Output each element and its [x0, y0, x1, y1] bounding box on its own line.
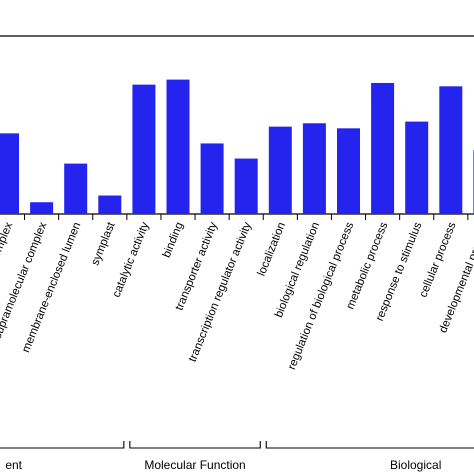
bar-6 [200, 143, 224, 214]
group-bracket-2 [265, 441, 474, 449]
bar-9 [302, 123, 326, 214]
bar-13 [439, 86, 463, 214]
bars [0, 79, 474, 215]
bar-7 [234, 158, 258, 214]
x-tick-label-0: o complex [0, 220, 15, 273]
x-tick-label-5: binding [161, 221, 186, 260]
bar-4 [132, 84, 156, 214]
x-tick-label-3: symplast [89, 220, 117, 267]
bar-1 [30, 202, 54, 214]
x-tick-label-4: catalytic activity [111, 220, 152, 299]
category-groups: ent Molecular Function Biological [0, 441, 474, 472]
bar-12 [405, 121, 429, 214]
bar-10 [337, 128, 360, 214]
bar-2 [64, 163, 88, 214]
bar-11 [371, 82, 395, 215]
group-label-1: Molecular Function [144, 458, 245, 472]
bar-0 [0, 133, 19, 214]
x-tick-label-7: transcription regulator activity [187, 220, 254, 363]
group-label-0: ent [5, 458, 22, 472]
group-label-2: Biological [390, 458, 441, 472]
x-ticks [24, 214, 469, 220]
bar-8 [268, 126, 292, 214]
x-tick-label-13: cellular process [418, 220, 459, 299]
bar-5 [166, 79, 190, 214]
group-bracket-0 [0, 441, 125, 449]
bar-3 [98, 195, 122, 214]
group-bracket-1 [129, 441, 261, 449]
x-tick-label-10: regulation of biological process [286, 220, 356, 371]
x-tick-label-8: localization [256, 221, 288, 278]
